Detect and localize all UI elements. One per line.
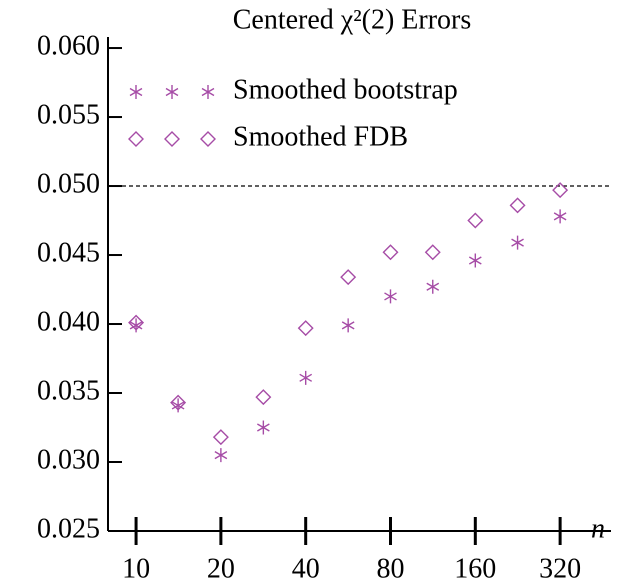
y-tick-label: 0.060 [37, 30, 100, 61]
y-tick-label: 0.055 [37, 99, 100, 130]
x-tick-label: 320 [539, 553, 581, 584]
point [384, 289, 397, 304]
point [467, 212, 484, 229]
x-tick-label: 20 [207, 553, 235, 584]
point [257, 420, 270, 435]
y-tick-label: 0.025 [37, 513, 100, 544]
point [468, 253, 482, 268]
point [212, 429, 229, 446]
point [382, 244, 399, 261]
y-tick-label: 0.050 [37, 168, 100, 199]
legend-marker [200, 131, 216, 147]
point [509, 197, 526, 214]
point [553, 209, 567, 224]
chart-title: Centered χ²(2) Errors [233, 4, 472, 35]
x-tick-label: 80 [377, 553, 405, 584]
legend-marker [128, 131, 144, 147]
x-tick-label: 160 [454, 553, 496, 584]
point [426, 279, 440, 294]
x-tick-label: 40 [292, 553, 320, 584]
y-tick-label: 0.030 [37, 444, 100, 475]
point [128, 314, 145, 331]
y-tick-label: 0.045 [37, 237, 100, 268]
legend-label: Smoothed FDB [233, 121, 408, 152]
point [424, 244, 441, 261]
legend-marker [164, 131, 180, 147]
legend-marker [165, 85, 179, 99]
x-axis-label: n [591, 513, 605, 544]
point [511, 235, 524, 250]
point [297, 320, 314, 337]
y-tick-label: 0.035 [37, 375, 100, 406]
point [340, 269, 357, 286]
x-tick-label: 10 [122, 553, 150, 584]
point [170, 394, 187, 411]
point [299, 370, 313, 385]
y-tick-label: 0.040 [37, 306, 100, 337]
legend-marker [129, 85, 143, 99]
legend-marker [201, 85, 215, 99]
point [552, 182, 569, 199]
legend-label: Smoothed bootstrap [233, 74, 458, 105]
point [341, 318, 355, 333]
point [214, 448, 228, 463]
point [255, 389, 272, 406]
